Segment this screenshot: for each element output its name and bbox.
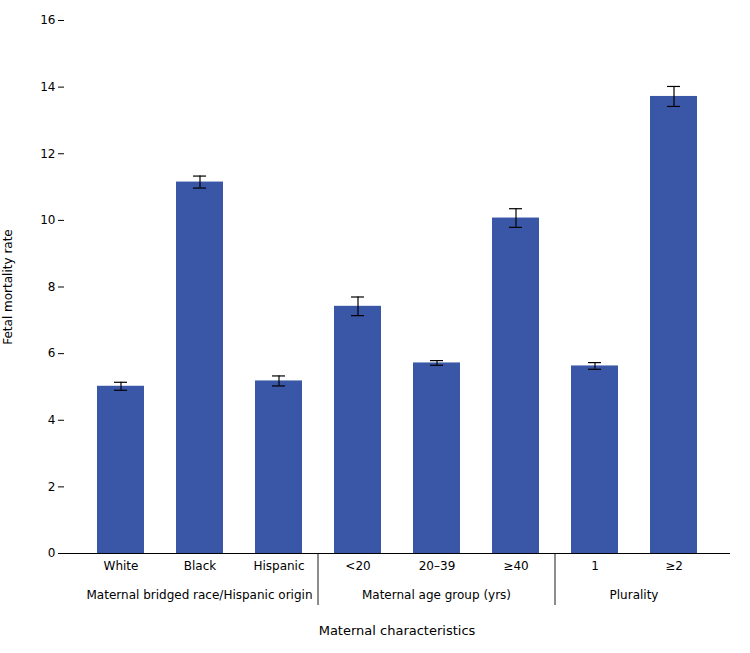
svg-text:12: 12 — [40, 147, 55, 161]
svg-text:6: 6 — [48, 346, 56, 360]
svg-text:20–39: 20–39 — [419, 559, 456, 573]
svg-text:<20: <20 — [345, 559, 370, 573]
svg-text:0: 0 — [48, 546, 56, 560]
svg-text:1: 1 — [591, 559, 599, 573]
svg-text:Hispanic: Hispanic — [253, 559, 304, 573]
svg-text:Plurality: Plurality — [610, 588, 659, 602]
svg-text:16: 16 — [40, 13, 55, 27]
svg-text:14: 14 — [40, 80, 55, 94]
svg-text:Black: Black — [184, 559, 217, 573]
svg-text:4: 4 — [48, 413, 56, 427]
svg-text:≥2: ≥2 — [665, 559, 683, 573]
svg-text:White: White — [104, 559, 139, 573]
svg-text:8: 8 — [48, 280, 56, 294]
svg-text:Maternal age group (yrs): Maternal age group (yrs) — [362, 588, 511, 602]
svg-text:2: 2 — [48, 480, 56, 494]
svg-text:Fetal mortality rate: Fetal mortality rate — [1, 229, 15, 345]
svg-text:≥40: ≥40 — [503, 559, 528, 573]
svg-text:Maternal bridged race/Hispanic: Maternal bridged race/Hispanic origin — [87, 588, 313, 602]
svg-text:Maternal characteristics: Maternal characteristics — [319, 623, 476, 638]
svg-text:10: 10 — [40, 213, 55, 227]
